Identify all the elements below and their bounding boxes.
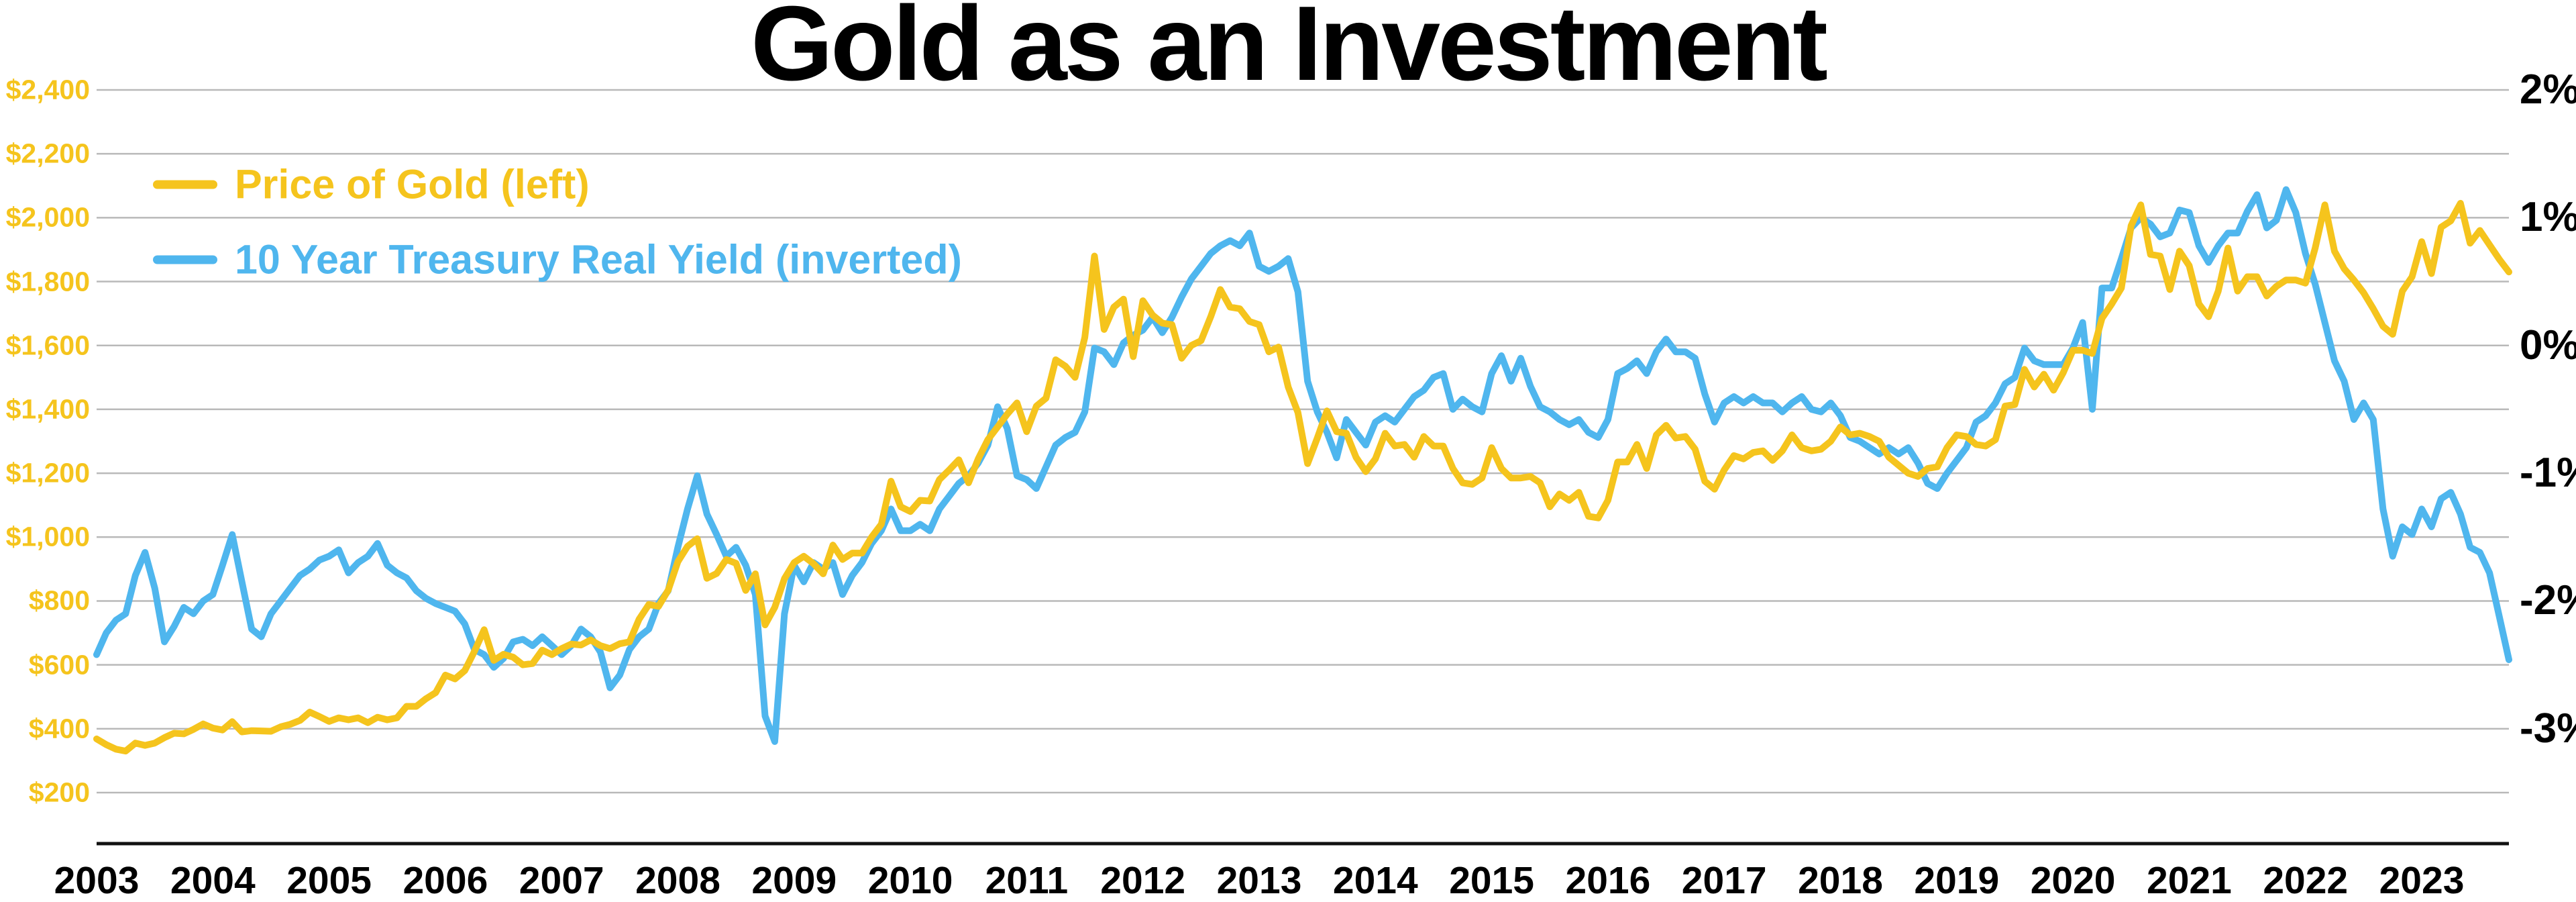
x-axis-label-2005: 2005 bbox=[286, 859, 372, 902]
left-axis-label-1800: $1,800 bbox=[5, 266, 90, 297]
x-axis-label-2011: 2011 bbox=[985, 859, 1069, 902]
x-axis-label-2009: 2009 bbox=[751, 859, 837, 902]
x-axis-label-2020: 2020 bbox=[2030, 859, 2116, 902]
left-axis-label-1400: $1,400 bbox=[5, 393, 90, 425]
x-axis-label-2013: 2013 bbox=[1216, 859, 1302, 902]
real-yield-line-swatch-icon bbox=[153, 255, 217, 264]
x-axis-label-2004: 2004 bbox=[170, 859, 256, 902]
left-axis-label-400: $400 bbox=[28, 713, 90, 744]
x-axis-label-2021: 2021 bbox=[2147, 859, 2232, 902]
left-axis-label-2000: $2,000 bbox=[5, 201, 90, 233]
legend-label-gold-price: Price of Gold (left) bbox=[235, 161, 590, 207]
left-axis-label-800: $800 bbox=[28, 585, 90, 616]
chart-title: Gold as an Investment bbox=[751, 0, 1828, 103]
x-axis-label-2008: 2008 bbox=[635, 859, 720, 902]
x-axis-label-2016: 2016 bbox=[1565, 859, 1651, 902]
x-axis-label-2003: 2003 bbox=[54, 859, 140, 902]
x-axis-label-2023: 2023 bbox=[2379, 859, 2465, 902]
legend-label-real-yield: 10 Year Treasury Real Yield (inverted) bbox=[235, 236, 962, 283]
left-axis-label-1000: $1,000 bbox=[5, 521, 90, 552]
left-axis-label-1200: $1,200 bbox=[5, 457, 90, 489]
x-axis-label-2019: 2019 bbox=[1914, 859, 2000, 902]
x-axis-label-2022: 2022 bbox=[2263, 859, 2349, 902]
right-axis-label-neg1pct: -1% bbox=[2520, 450, 2576, 497]
left-axis-label-600: $600 bbox=[28, 649, 90, 681]
x-axis-label-2018: 2018 bbox=[1798, 859, 1883, 902]
treasury-real-yield-line bbox=[93, 186, 2512, 745]
left-axis-label-200: $200 bbox=[28, 776, 90, 808]
legend-item-gold-price: Price of Gold (left) bbox=[153, 164, 590, 205]
left-axis-label-2400: $2,400 bbox=[5, 74, 90, 105]
left-axis-label-1600: $1,600 bbox=[5, 330, 90, 361]
left-axis-label-2200: $2,200 bbox=[5, 138, 90, 169]
right-axis-label-0pct: 0% bbox=[2520, 321, 2576, 368]
x-axis-label-2012: 2012 bbox=[1100, 859, 1186, 902]
legend-item-real-yield: 10 Year Treasury Real Yield (inverted) bbox=[153, 236, 962, 283]
right-axis-label-1pct: 1% bbox=[2520, 194, 2576, 241]
right-axis-label-neg2pct: -2% bbox=[2520, 577, 2576, 624]
x-axis-label-2010: 2010 bbox=[867, 859, 953, 902]
x-axis-label-2014: 2014 bbox=[1332, 859, 1418, 902]
gold-price-line bbox=[93, 199, 2512, 755]
x-axis-label-2015: 2015 bbox=[1449, 859, 1535, 902]
right-axis-label-neg3pct: -3% bbox=[2520, 705, 2576, 752]
gold-line-swatch-icon bbox=[153, 180, 217, 189]
x-axis-label-2017: 2017 bbox=[1681, 859, 1767, 902]
right-axis-label-2pct: 2% bbox=[2520, 66, 2576, 113]
x-axis-label-2007: 2007 bbox=[519, 859, 604, 902]
x-axis-label-2006: 2006 bbox=[402, 859, 488, 902]
